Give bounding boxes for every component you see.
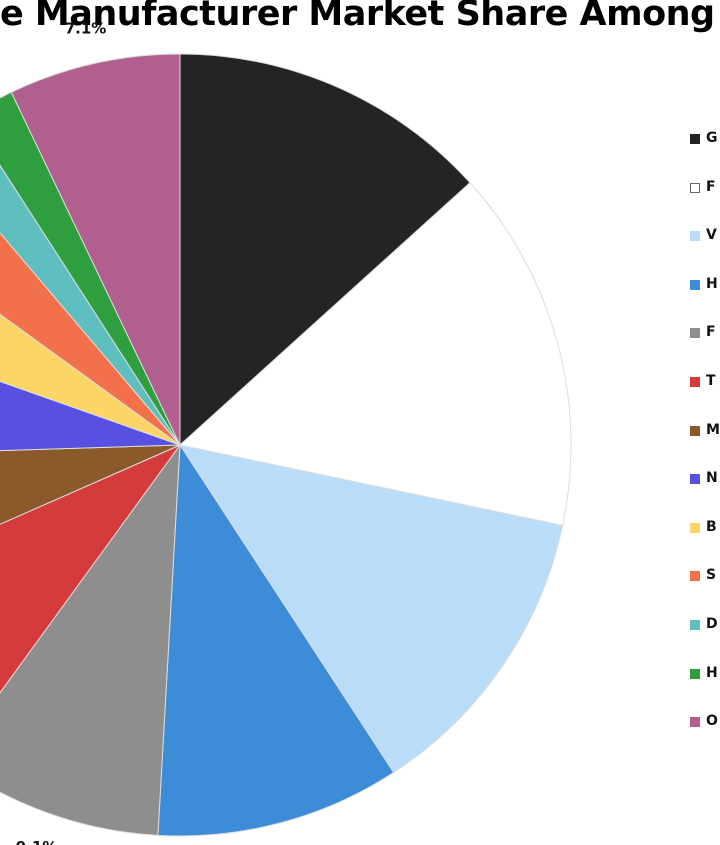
legend-label: N [706,470,718,487]
legend-swatch [690,377,700,387]
legend-label: M [706,421,720,438]
legend-swatch [690,522,700,533]
legend-label: G [706,130,718,146]
legend-swatch [690,328,700,339]
pie-slice-5 [0,443,182,694]
legend-swatch [690,425,700,436]
pie-slice-2 [178,444,564,774]
legend-label: S [706,567,717,584]
pie-slice-1 [178,182,572,527]
legend-label: F [706,178,716,195]
slice-label-4: 9.1% [16,838,58,845]
legend-swatch [690,474,700,485]
legend-swatch [690,668,700,679]
legend-swatch [690,231,700,242]
legend-label: D [706,616,718,632]
pie-slice-12 [10,53,181,446]
legend-label: V [706,227,717,244]
slice-label-12: 7.1% [65,20,107,38]
legend-swatch [690,717,700,728]
pie-slice-7 [0,380,181,452]
legend-label: H [706,664,718,681]
legend-label: O [706,713,718,730]
legend-swatch [690,182,700,193]
legend-label: B [706,518,717,535]
legend-label: H [706,275,718,292]
legend-swatch [690,279,700,290]
legend-swatch [690,134,700,144]
pie-slice-4 [0,443,181,836]
chart-title: e Manufacturer Market Share Among [0,0,715,34]
legend-label: T [706,373,716,389]
pie-slice-6 [0,444,181,525]
legend-label: F [706,324,716,341]
legend-swatch [690,571,700,582]
pie-slice-3 [157,443,395,837]
legend-swatch [690,620,700,630]
